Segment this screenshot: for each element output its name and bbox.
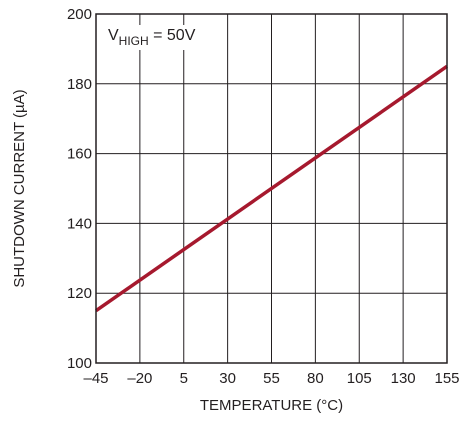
x-tick-label: 55 [263, 370, 280, 387]
y-tick-label: 160 [67, 146, 92, 163]
y-tick-label: 200 [67, 6, 92, 23]
annotation-background [104, 25, 200, 50]
plot-frame [95, 13, 448, 364]
vhigh-annotation: VHIGH = 50V [108, 27, 196, 48]
x-tick-label: 5 [180, 370, 188, 387]
x-tick-label: 105 [347, 370, 372, 387]
x-tick-label: –45 [83, 370, 108, 387]
y-tick-label: 180 [67, 76, 92, 93]
x-tick-label: 80 [307, 370, 324, 387]
x-tick-label: 130 [391, 370, 416, 387]
y-tick-label: 120 [67, 285, 92, 302]
x-axis-label: TEMPERATURE (°C) [200, 397, 343, 414]
y-tick-labels: 100 120 140 160 180 200 [67, 6, 92, 372]
y-tick-label: 100 [67, 355, 92, 372]
y-axis-label: SHUTDOWN CURRENT (µA) [11, 89, 28, 287]
x-tick-label: –20 [127, 370, 152, 387]
shutdown-current-line [95, 64, 448, 313]
x-tick-label: 30 [219, 370, 236, 387]
x-tick-label: 155 [434, 370, 459, 387]
y-tick-label: 140 [67, 215, 92, 232]
x-tick-labels: –45 –20 5 30 55 80 105 130 155 [83, 370, 459, 387]
series-layer [95, 64, 448, 313]
